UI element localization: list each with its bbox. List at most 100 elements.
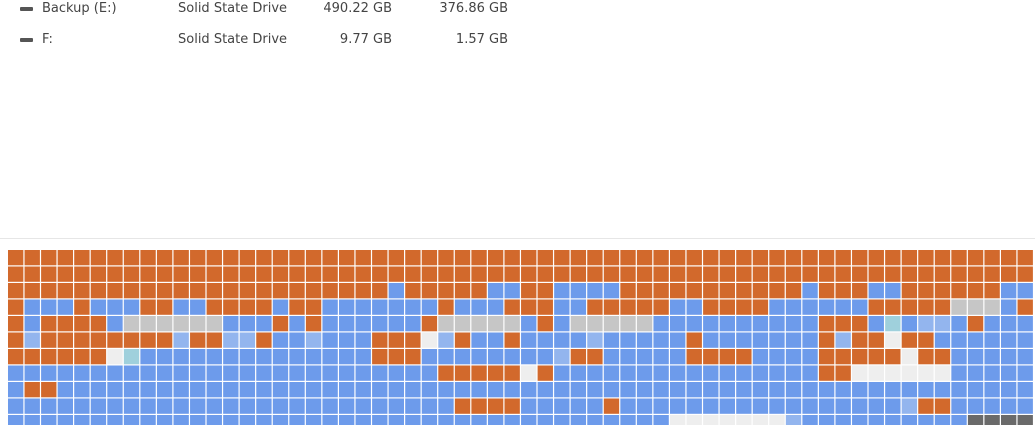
cluster-cell (74, 283, 90, 299)
cluster-cell (339, 415, 355, 425)
cluster-cell (272, 299, 289, 315)
cluster-cell (603, 398, 620, 414)
cluster-cell (785, 415, 802, 425)
cluster-cell (107, 316, 123, 332)
cluster-cell (239, 250, 256, 266)
cluster-cell (934, 365, 951, 381)
drive-row[interactable]: F: Solid State Drive 9.77 GB 1.57 GB (0, 31, 560, 55)
cluster-cell (156, 365, 173, 381)
cluster-cell (223, 250, 239, 266)
cluster-cell (636, 382, 653, 398)
cluster-cell (620, 316, 636, 332)
separator (0, 238, 1035, 239)
cluster-cell (372, 316, 388, 332)
cluster-cell (454, 382, 471, 398)
cluster-cell (802, 283, 818, 299)
cluster-cell (653, 415, 669, 425)
cluster-cell (156, 316, 173, 332)
cluster-cell (289, 415, 305, 425)
cluster-cell (554, 299, 570, 315)
cluster-cell (256, 332, 272, 348)
cluster-cell (57, 382, 73, 398)
cluster-cell (239, 332, 256, 348)
cluster-cell (471, 266, 487, 282)
cluster-cell (934, 250, 951, 266)
cluster-cell (8, 283, 24, 299)
media-type: Solid State Drive (178, 32, 288, 47)
cluster-cell (521, 299, 537, 315)
cluster-cell (322, 398, 338, 414)
cluster-cell (173, 266, 189, 282)
cluster-cell (140, 349, 156, 365)
cluster-cell (1001, 316, 1017, 332)
cluster-cell (8, 266, 24, 282)
cluster-cell (868, 415, 884, 425)
cluster-cell (554, 250, 570, 266)
cluster-cell (74, 382, 90, 398)
cluster-cell (206, 283, 222, 299)
cluster-cell (587, 332, 603, 348)
cluster-cell (1017, 283, 1033, 299)
cluster-cell (703, 332, 719, 348)
cluster-cell (289, 382, 305, 398)
cluster-cell (1017, 250, 1033, 266)
cluster-cell (256, 365, 272, 381)
cluster-cell (405, 398, 421, 414)
cluster-cell (190, 415, 206, 425)
cluster-cell (537, 415, 553, 425)
cluster-cell (90, 349, 107, 365)
cluster-cell (1001, 266, 1017, 282)
cluster-cell (223, 299, 239, 315)
cluster-cell (173, 332, 189, 348)
cluster-cell (752, 365, 769, 381)
cluster-cell (1017, 316, 1033, 332)
cluster-cell (272, 283, 289, 299)
cluster-cell (868, 283, 884, 299)
cluster-cell (521, 349, 537, 365)
cluster-cell (305, 250, 322, 266)
drive-row[interactable]: Backup (E:) Solid State Drive 490.22 GB … (0, 0, 560, 24)
cluster-cell (818, 415, 835, 425)
cluster-cell (355, 266, 371, 282)
cluster-cell (256, 415, 272, 425)
cluster-cell (454, 332, 471, 348)
cluster-cell (686, 332, 702, 348)
cluster-cell (554, 332, 570, 348)
cluster-cell (206, 299, 222, 315)
cluster-cell (818, 250, 835, 266)
cluster-cell (885, 365, 901, 381)
cluster-cell (454, 250, 471, 266)
cluster-cell (140, 332, 156, 348)
cluster-cell (8, 349, 24, 365)
cluster-cell (305, 415, 322, 425)
cluster-cell (703, 266, 719, 282)
cluster-cell (603, 365, 620, 381)
cluster-cell (322, 365, 338, 381)
cluster-cell (388, 415, 404, 425)
cluster-cell (272, 365, 289, 381)
cluster-cell (107, 266, 123, 282)
cluster-cell (405, 283, 421, 299)
cluster-cell (471, 382, 487, 398)
cluster-cell (487, 283, 504, 299)
cluster-cell (785, 365, 802, 381)
cluster-cell (636, 283, 653, 299)
cluster-cell (967, 349, 984, 365)
cluster-cell (123, 398, 140, 414)
cluster-cell (372, 382, 388, 398)
cluster-cell (554, 316, 570, 332)
cluster-cell (471, 316, 487, 332)
drive-name: F: (42, 32, 53, 47)
cluster-cell (620, 365, 636, 381)
cluster-cell (256, 266, 272, 282)
cluster-cell (156, 332, 173, 348)
cluster-cell (835, 250, 851, 266)
cluster-cell (388, 283, 404, 299)
cluster-cell (570, 299, 587, 315)
cluster-cell (372, 365, 388, 381)
cluster-cell (587, 382, 603, 398)
cluster-cell (818, 283, 835, 299)
cluster-cell (835, 299, 851, 315)
cluster-cell (421, 398, 438, 414)
cluster-cell (41, 349, 57, 365)
